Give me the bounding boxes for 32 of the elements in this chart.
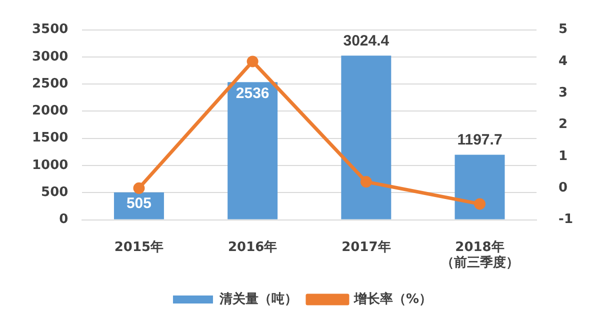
y-tick-label: 1500 (32, 130, 68, 146)
y2-tick-label: 0 (558, 180, 568, 196)
y-tick-label: 0 (59, 212, 68, 228)
y-tick-label: 1000 (32, 158, 68, 173)
y2-tick-label: -1 (558, 212, 574, 228)
legend-label: 清关量（吨） (218, 290, 298, 307)
y2-tick-label: 4 (558, 54, 568, 69)
data-label: 1197.7 (457, 131, 502, 148)
x-tick-label: 2016年 (228, 240, 278, 255)
y-tick-label: 500 (41, 185, 68, 200)
bar (341, 56, 392, 220)
legend-label: 增长率（%） (352, 290, 432, 307)
data-label: 3024.4 (343, 32, 390, 50)
data-label: 505 (126, 195, 152, 212)
y2-tick-label: 1 (558, 148, 568, 164)
y-tick-label: 2000 (32, 104, 68, 119)
point (133, 182, 145, 194)
y-tick-label: 3500 (32, 22, 68, 38)
x-tick-label: 2017年 (342, 240, 391, 255)
point (246, 56, 258, 68)
bar (454, 154, 505, 220)
x-tick-label: 2018年（前三季度） (440, 240, 519, 271)
y2-tick-label: 2 (558, 117, 568, 132)
y2-tick-label: 3 (558, 86, 568, 101)
y2-tick-label: 5 (558, 22, 568, 38)
bar (228, 82, 278, 220)
y-tick-label: 2500 (32, 76, 68, 92)
point (474, 198, 486, 210)
x-tick-label: 2015年 (114, 240, 164, 255)
data-label: 2536 (236, 84, 270, 102)
y-tick-label: 3000 (32, 49, 68, 64)
point (360, 176, 372, 188)
